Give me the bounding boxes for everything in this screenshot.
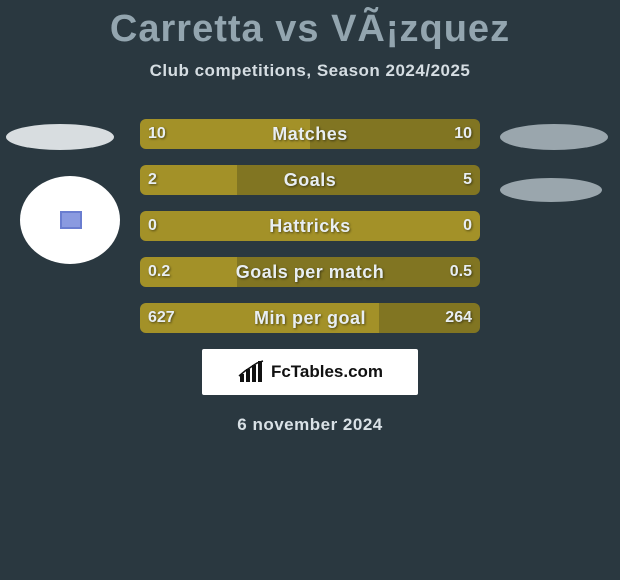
stat-bars (140, 303, 480, 333)
date-label: 6 november 2024 (0, 415, 620, 435)
decorative-square-icon (60, 211, 82, 229)
decorative-ellipse-right-1 (500, 178, 602, 202)
stat-bars (140, 119, 480, 149)
bar-right (237, 165, 480, 195)
decorative-ellipse-left-0 (6, 124, 114, 150)
stat-bars (140, 211, 480, 241)
title-player2: VÃ¡zquez (331, 8, 510, 50)
stat-bars (140, 165, 480, 195)
bar-chart-icon (237, 360, 265, 384)
bar-left (140, 303, 379, 333)
stat-row: Goals per match0.20.5 (0, 257, 620, 287)
bar-left (140, 211, 480, 241)
bar-right (310, 119, 480, 149)
title-player1: Carretta (110, 8, 264, 50)
subtitle: Club competitions, Season 2024/2025 (0, 61, 620, 81)
bar-left (140, 257, 237, 287)
source-badge-text: FcTables.com (271, 362, 383, 382)
bar-left (140, 119, 310, 149)
page-title: Carretta vs VÃ¡zquez (0, 0, 620, 51)
title-vs: vs (275, 8, 319, 50)
bar-right (237, 257, 480, 287)
stat-bars (140, 257, 480, 287)
bar-right (379, 303, 480, 333)
source-badge: FcTables.com (202, 349, 418, 395)
bar-left (140, 165, 237, 195)
stat-row: Min per goal627264 (0, 303, 620, 333)
decorative-ellipse-right-0 (500, 124, 608, 150)
